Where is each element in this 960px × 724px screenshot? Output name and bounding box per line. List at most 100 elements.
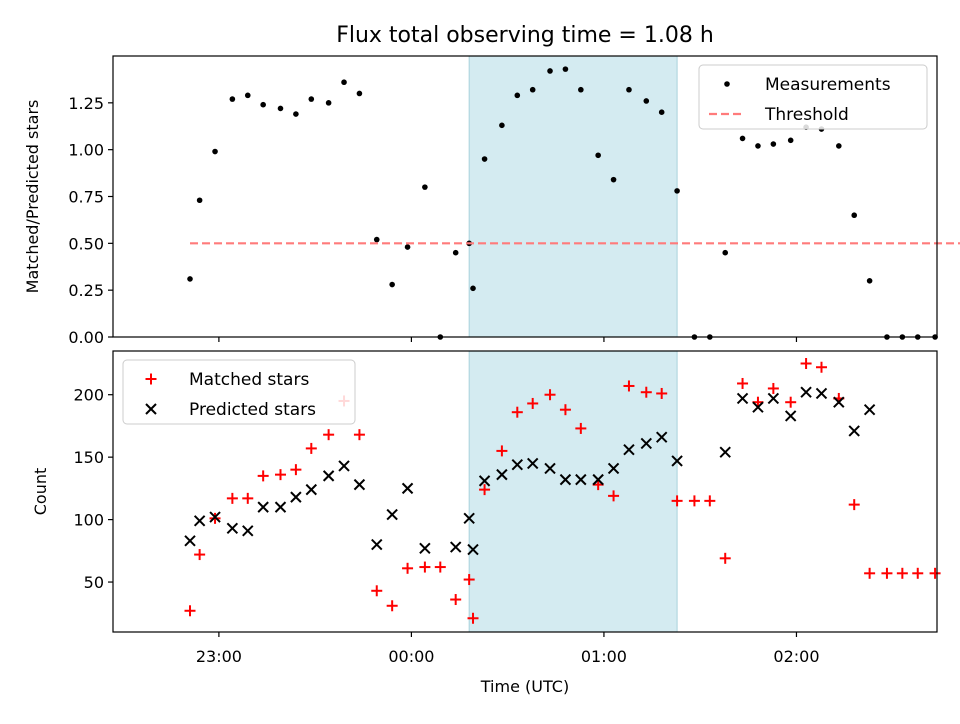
measurement-point bbox=[595, 152, 601, 159]
matched-star-point bbox=[671, 495, 683, 507]
measurement-point bbox=[481, 156, 488, 162]
measurement-point bbox=[212, 148, 218, 155]
matched-star-point bbox=[800, 357, 812, 369]
measurement-point bbox=[452, 249, 459, 256]
predicted-star-point bbox=[623, 443, 635, 456]
predicted-star-point bbox=[274, 501, 287, 513]
measurement-point bbox=[260, 101, 266, 108]
matched-star-point bbox=[881, 567, 893, 579]
matched-star-point bbox=[496, 445, 508, 457]
matched-star-point bbox=[608, 490, 620, 502]
measurement-point bbox=[341, 79, 347, 86]
measurement-point bbox=[739, 135, 746, 142]
legend-label: Measurements bbox=[765, 75, 891, 95]
series-group bbox=[184, 357, 941, 624]
y-tick-label: 0.25 bbox=[68, 281, 104, 300]
measurement-point bbox=[755, 143, 761, 149]
y-tick-label: 1.25 bbox=[68, 94, 104, 113]
matched-star-point bbox=[305, 442, 317, 454]
measurement-point bbox=[562, 66, 569, 72]
x-tick-label: 00:00 bbox=[388, 647, 434, 666]
matched-star-point bbox=[848, 499, 860, 511]
measurement-point bbox=[626, 86, 632, 93]
predicted-star-point bbox=[193, 515, 206, 527]
measurement-point bbox=[547, 68, 553, 74]
predicted-star-point bbox=[736, 392, 749, 405]
chart-title: Flux total observing time = 1.08 h bbox=[336, 23, 714, 48]
predicted-star-point bbox=[467, 543, 479, 556]
matched-star-point bbox=[402, 562, 414, 574]
predicted-star-point bbox=[290, 491, 302, 503]
matched-star-point bbox=[353, 429, 365, 441]
predicted-star-point bbox=[322, 470, 335, 482]
count-panel: 50 100 150 200 Count Matched stars Predicted s… bbox=[31, 350, 941, 637]
matched-star-point bbox=[290, 464, 302, 476]
predicted-star-point bbox=[226, 522, 239, 535]
series-group bbox=[187, 66, 960, 340]
legend-label: Threshold bbox=[764, 105, 849, 125]
y-tick-label: 200 bbox=[73, 386, 104, 405]
measurement-point bbox=[866, 278, 873, 284]
y-tick-label: 0.50 bbox=[68, 234, 104, 253]
matched-star-point bbox=[242, 492, 254, 504]
matched-star-point bbox=[419, 561, 431, 573]
measurement-point bbox=[851, 212, 858, 219]
matched-star-point bbox=[767, 382, 779, 394]
matched-star-point bbox=[386, 600, 398, 612]
matched-star-point bbox=[640, 386, 652, 398]
measurement-point bbox=[389, 281, 395, 288]
matched-star-point bbox=[912, 567, 924, 579]
measurement-point bbox=[836, 143, 842, 149]
legend-box bbox=[122, 359, 356, 425]
measurement-point bbox=[529, 86, 536, 93]
ratio-panel: 0.00 0.25 0.50 0.75 1.00 1.25 Matched/Predicte… bbox=[23, 55, 960, 347]
matched-star-point bbox=[467, 612, 479, 624]
legend-label: Matched stars bbox=[189, 370, 309, 390]
y-tick-label: 1.00 bbox=[68, 141, 104, 160]
measurement-point bbox=[373, 236, 380, 243]
legend-label: Predicted stars bbox=[189, 400, 316, 420]
shaded-interval bbox=[468, 350, 678, 633]
matched-star-point bbox=[274, 469, 286, 481]
predicted-star-point bbox=[863, 403, 876, 416]
measurement-point bbox=[356, 90, 363, 97]
measurement-point bbox=[196, 197, 203, 204]
predicted-star-point bbox=[353, 478, 366, 491]
predicted-star-point bbox=[640, 437, 652, 450]
legend-box bbox=[698, 64, 928, 130]
predicted-star-point bbox=[800, 386, 812, 398]
legend-item: Measurements bbox=[724, 75, 891, 95]
panel-frame bbox=[112, 350, 938, 633]
predicted-star-point bbox=[848, 425, 860, 437]
matched-star-point bbox=[815, 361, 827, 373]
predicted-star-point bbox=[184, 535, 196, 547]
y-tick-label: 50 bbox=[84, 573, 104, 592]
predicted-star-point bbox=[419, 542, 431, 555]
predicted-star-point bbox=[338, 460, 350, 472]
legend-x-marker bbox=[145, 403, 157, 415]
matched-star-point bbox=[194, 549, 206, 561]
y-axis-label: Count bbox=[31, 468, 50, 516]
matched-star-point bbox=[463, 574, 475, 586]
predicted-star-point bbox=[386, 508, 398, 521]
legend: Measurements Threshold bbox=[698, 64, 928, 130]
predicted-star-point bbox=[478, 475, 491, 487]
matched-star-point bbox=[450, 594, 462, 606]
measurement-point bbox=[187, 276, 193, 282]
measurement-point bbox=[787, 137, 794, 144]
matched-star-point bbox=[511, 406, 523, 418]
measurement-point bbox=[514, 92, 521, 99]
predicted-star-point bbox=[242, 525, 254, 537]
y-tick-label: 0.75 bbox=[68, 188, 104, 207]
predicted-star-point bbox=[496, 468, 508, 481]
matched-star-point bbox=[864, 567, 876, 579]
measurement-point bbox=[610, 176, 617, 183]
predicted-star-point bbox=[544, 462, 556, 475]
matched-star-point bbox=[785, 396, 797, 408]
matched-star-point bbox=[184, 605, 196, 617]
shaded-interval bbox=[468, 55, 678, 338]
predicted-star-point bbox=[257, 501, 269, 513]
matched-star-point bbox=[257, 470, 269, 482]
